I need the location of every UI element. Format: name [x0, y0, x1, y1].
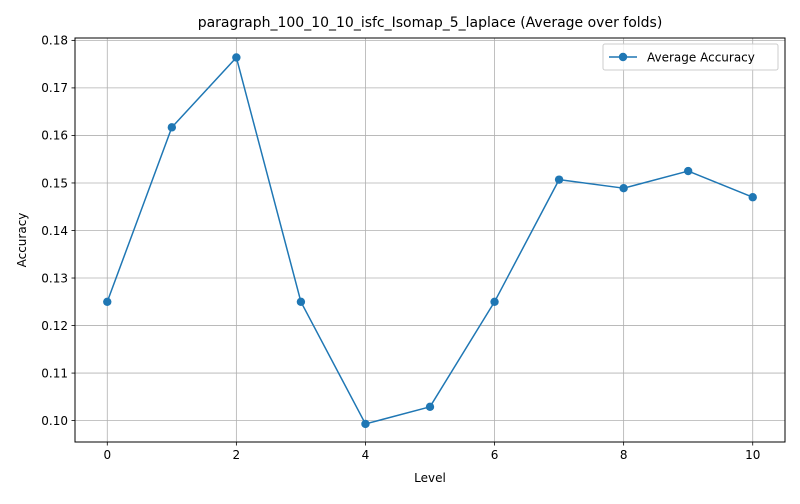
chart-title: paragraph_100_10_10_isfc_Isomap_5_laplac…: [198, 15, 663, 31]
data-point: [554, 175, 564, 184]
y-tick-label: 0.10: [41, 414, 68, 428]
legend-box: [602, 43, 779, 71]
data-point: [490, 297, 499, 306]
data-point: [619, 183, 628, 193]
grid-lines: [75, 38, 785, 442]
x-tick-label: 2: [233, 448, 241, 462]
data-point: [361, 419, 370, 429]
legend: Average Accuracy: [602, 43, 779, 71]
y-axis-label: Accuracy: [15, 213, 29, 268]
x-tick-label: 4: [362, 448, 370, 462]
data-point: [683, 166, 693, 176]
x-tick-label: 8: [620, 448, 628, 462]
data-point: [748, 193, 757, 202]
y-tick-label: 0.11: [41, 366, 68, 380]
y-tick-label: 0.13: [41, 271, 68, 285]
x-tick-label: 10: [745, 448, 760, 462]
legend-label: Average Accuracy: [647, 51, 755, 65]
y-tick-label: 0.18: [41, 34, 68, 48]
y-tick-label: 0.16: [41, 129, 68, 143]
data-point: [296, 297, 306, 306]
x-tick-label: 6: [491, 448, 499, 462]
legend-marker-swatch: [618, 52, 628, 62]
data-point: [232, 53, 241, 62]
y-tick-label: 0.17: [41, 81, 68, 95]
y-tick-label: 0.14: [41, 224, 68, 238]
x-axis-label: Level: [414, 471, 446, 485]
y-tick-label: 0.12: [41, 319, 68, 333]
plot-frame: [74, 37, 786, 443]
y-tick-label: 0.15: [41, 176, 68, 190]
data-point: [167, 123, 177, 132]
data-point: [425, 402, 435, 412]
x-tick-label: 0: [103, 448, 111, 462]
axis-ticks: 0 2 4 6 8 10 0.10 0.11 0.12 0.13 0.14 0.15 0.16 0.17 0…: [41, 34, 760, 462]
series-average-accuracy: [103, 53, 757, 429]
data-point: [103, 297, 112, 306]
